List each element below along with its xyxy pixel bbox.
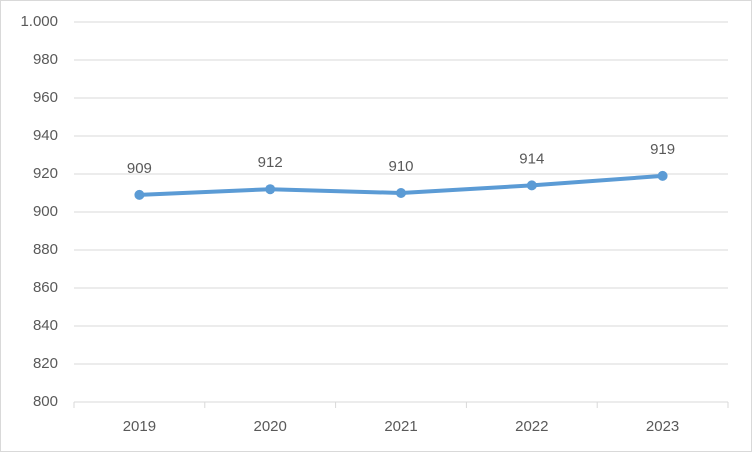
x-tick-label: 2022 <box>515 418 548 435</box>
y-tick-label: 920 <box>33 165 58 182</box>
marker <box>396 188 406 198</box>
data-label: 912 <box>258 154 283 171</box>
data-label: 909 <box>127 160 152 177</box>
marker <box>265 184 276 195</box>
y-tick-label: 960 <box>33 89 58 106</box>
x-tick-label: 2020 <box>254 418 287 435</box>
y-tick-label: 800 <box>33 393 58 410</box>
marker <box>657 170 668 181</box>
data-label: 910 <box>388 158 413 175</box>
y-tick-label: 820 <box>33 355 58 372</box>
y-tick-label: 840 <box>33 317 58 334</box>
y-tick-label: 860 <box>33 279 58 296</box>
data-label: 919 <box>650 141 675 158</box>
data-label: 914 <box>519 150 544 167</box>
y-tick-label: 1.000 <box>20 13 58 30</box>
y-tick-label: 880 <box>33 241 58 258</box>
x-tick-label: 2021 <box>384 418 417 435</box>
y-tick-label: 900 <box>33 203 58 220</box>
marker <box>526 180 537 191</box>
y-tick-label: 980 <box>33 51 58 68</box>
y-tick-label: 940 <box>33 127 58 144</box>
x-tick-label: 2023 <box>646 418 679 435</box>
marker <box>134 189 145 200</box>
x-tick-label: 2019 <box>123 418 156 435</box>
